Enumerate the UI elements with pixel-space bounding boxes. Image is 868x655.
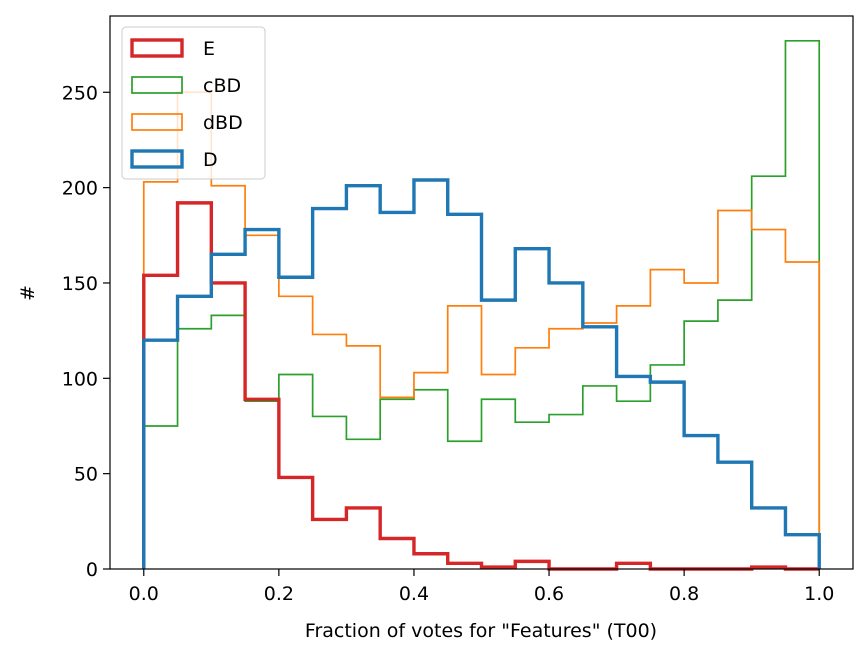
series-D-outline bbox=[142, 178, 821, 569]
legend-label-cBD: cBD bbox=[203, 75, 241, 97]
x-tick-label: 0.6 bbox=[534, 583, 564, 605]
x-tick-label: 0.0 bbox=[129, 583, 159, 605]
x-axis-label: Fraction of votes for "Features" (T00) bbox=[305, 620, 657, 642]
x-tick-label: 0.8 bbox=[669, 583, 699, 605]
axes-frame bbox=[109, 15, 854, 570]
y-tick-label: 0 bbox=[86, 559, 98, 581]
x-axis-ticks: 0.0 0.2 0.4 0.6 0.8 1.0 bbox=[129, 569, 834, 605]
x-tick-label: 0.4 bbox=[399, 583, 429, 605]
y-axis-ticks: 0 50 100 150 200 250 bbox=[62, 82, 110, 581]
y-tick-label: 50 bbox=[74, 464, 98, 486]
legend-box bbox=[121, 26, 266, 180]
legend-label-D: D bbox=[203, 149, 218, 171]
legend-swatch-dBD bbox=[131, 113, 183, 131]
legend-label-E: E bbox=[203, 38, 215, 60]
x-tick-label: 0.2 bbox=[264, 583, 294, 605]
y-tick-label: 100 bbox=[62, 368, 98, 390]
x-tick-label: 1.0 bbox=[804, 583, 834, 605]
legend-swatch-D bbox=[130, 149, 184, 169]
legend-swatch-cBD bbox=[131, 76, 183, 94]
y-axis-label: # bbox=[17, 285, 39, 301]
y-tick-label: 200 bbox=[62, 178, 98, 200]
legend-swatch-E bbox=[130, 38, 184, 58]
legend-label-dBD: dBD bbox=[203, 112, 243, 134]
y-tick-label: 150 bbox=[62, 273, 98, 295]
y-tick-label: 250 bbox=[62, 82, 98, 104]
series-dBD-outline bbox=[142, 91, 821, 569]
series-layer bbox=[142, 39, 821, 571]
